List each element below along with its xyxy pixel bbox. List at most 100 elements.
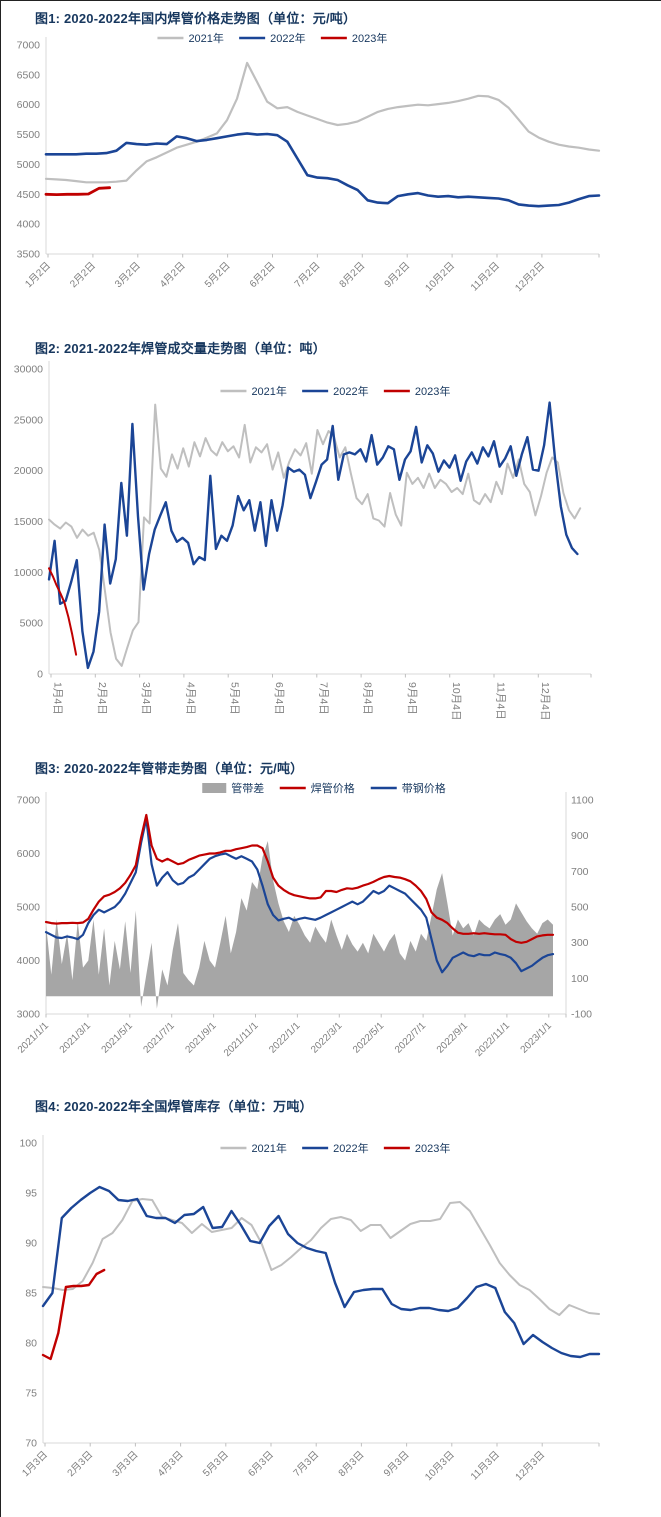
- legend-item: 2022年: [302, 384, 369, 398]
- figure-4-title: 图4: 2020-2022年全国焊管库存（单位：万吨）: [35, 1099, 313, 1114]
- y-axis-tick-label: 4000: [17, 219, 41, 231]
- x-axis-tick-label: 12月4日: [539, 682, 551, 721]
- x-axis-tick-label: 8月3日: [336, 1449, 366, 1479]
- legend-item: 2023年: [383, 384, 450, 398]
- x-axis-tick-label: 10月4日: [450, 682, 462, 721]
- legend-label: 2021年: [251, 1141, 286, 1155]
- x-axis-tick-label: 2022/5/1: [351, 1020, 387, 1056]
- y-axis-right-tick-label: -100: [571, 1009, 592, 1021]
- y-axis-tick-label: 7000: [17, 40, 41, 52]
- x-axis-tick-label: 2021/1/1: [16, 1020, 52, 1056]
- y-axis-tick-label: 5500: [17, 129, 41, 141]
- legend-label: 2023年: [352, 31, 387, 45]
- y-axis-tick-label: 5000: [17, 159, 41, 171]
- x-axis-tick-label: 1月3日: [20, 1449, 50, 1479]
- legend-item: 2022年: [302, 1141, 369, 1155]
- y-axis-tick-label: 100: [19, 1138, 37, 1150]
- x-axis-tick-label: 9月4日: [406, 682, 418, 715]
- y-axis-tick-label: 6000: [17, 99, 41, 111]
- x-axis-tick-label: 2月2日: [68, 260, 98, 290]
- x-axis-tick-label: 6月4日: [273, 682, 285, 715]
- figure-4: 图4: 2020-2022年全国焊管库存（单位：万吨） 70 75 80 85 90 95…: [1, 1093, 661, 1517]
- figure-3: 图3: 2020-2022年管带走势图（单位：元/吨） 3000 4000 5000…: [1, 755, 661, 1093]
- x-axis-tick-label: 2021/7/1: [142, 1020, 178, 1056]
- figure-1: 图1: 2020-2022年国内焊管价格走势图（单位：元/吨） 3500 4000…: [1, 5, 661, 335]
- y-axis-right-tick-label: 900: [571, 830, 589, 842]
- legend-label: 2022年: [333, 384, 368, 398]
- y-axis-right-tick-label: 500: [571, 902, 589, 914]
- legend-label: 2023年: [415, 384, 450, 398]
- y-axis-tick-label: 70: [25, 1438, 37, 1450]
- series-line-2022年: [44, 132, 601, 208]
- series-line-2023年: [44, 186, 111, 197]
- x-axis-tick-label: 2022/9/1: [435, 1020, 471, 1056]
- figure-2: 图2: 2021-2022年焊管成交量走势图（单位：吨） 0 5000 10000 1…: [1, 335, 661, 755]
- x-axis-tick-label: 5月4日: [229, 682, 241, 715]
- legend-item: 带钢价格: [370, 781, 446, 795]
- x-axis-tick-label: 10月2日: [423, 260, 457, 294]
- legend-item: 2021年: [220, 384, 287, 398]
- x-axis-tick-label: 8月4日: [362, 682, 374, 715]
- figure-1-chart: 3500 4000 4500 5000 5500 6000 6500 7000 1月2日 2月2日…: [17, 31, 601, 294]
- y-axis-tick-label: 7000: [17, 795, 41, 807]
- y-axis-tick-label: 6500: [17, 69, 41, 81]
- x-axis-tick-label: 12月2日: [513, 260, 547, 294]
- legend-item: 2021年: [157, 31, 224, 45]
- x-axis-tick-label: 8月2日: [337, 260, 367, 290]
- y-axis-right-tick-label: 1100: [571, 795, 594, 807]
- x-axis-tick-label: 12月3日: [513, 1449, 547, 1483]
- x-axis-tick-label: 4月2日: [157, 260, 187, 290]
- x-axis-tick-label: 2022/1/1: [267, 1020, 303, 1056]
- legend-label: 2021年: [188, 31, 223, 45]
- x-axis-tick-label: 2021/9/1: [183, 1020, 219, 1056]
- y-axis-tick-label: 6000: [17, 848, 41, 860]
- x-axis-tick-label: 2月3日: [65, 1449, 95, 1479]
- y-axis-tick-label: 95: [25, 1188, 37, 1200]
- x-axis-tick-label: 6月3日: [246, 1449, 276, 1479]
- y-axis-tick-label: 5000: [20, 618, 44, 630]
- series-line-2021年: [48, 403, 582, 667]
- series-line-2023年: [48, 567, 78, 656]
- legend-item: 2023年: [383, 1141, 450, 1155]
- figure-2-chart: 0 5000 10000 15000 20000 25000 30000 1月4日 2月4日 3月…: [14, 361, 592, 721]
- figure-2-title: 图2: 2021-2022年焊管成交量走势图（单位：吨）: [35, 341, 326, 356]
- x-axis-tick-label: 7月4日: [317, 682, 329, 715]
- figure-4-chart: 70 75 80 85 90 95 100 1月3日 2月3日 3月3日 4月3日 5月3日 6月3日 7…: [19, 1135, 601, 1483]
- series-line-焊管价格: [44, 813, 555, 944]
- legend-label: 2022年: [333, 1141, 368, 1155]
- legend-item: 焊管价格: [279, 781, 355, 795]
- x-axis-tick-label: 11月2日: [468, 260, 502, 294]
- y-axis-right-tick-label: 700: [571, 866, 589, 878]
- legend-label: 2021年: [251, 384, 286, 398]
- y-axis-tick-label: 80: [25, 1338, 37, 1350]
- y-axis-tick-label: 85: [25, 1288, 37, 1300]
- legend-label: 管带差: [231, 781, 264, 795]
- y-axis-tick-label: 3500: [17, 249, 41, 261]
- y-axis-tick-label: 90: [25, 1238, 37, 1250]
- series-line-2022年: [47, 401, 579, 670]
- x-axis-tick-label: 9月2日: [382, 260, 412, 290]
- legend-label: 焊管价格: [311, 781, 355, 795]
- series-line-带钢价格: [44, 817, 555, 974]
- x-axis-tick-label: 2021/5/1: [100, 1020, 136, 1056]
- x-axis-tick-label: 10月3日: [422, 1449, 456, 1483]
- series-line-2023年: [41, 1268, 106, 1361]
- x-axis-tick-label: 2022/7/1: [393, 1020, 429, 1056]
- series-line-2021年: [44, 61, 601, 184]
- x-axis-tick-label: 11月4日: [495, 682, 507, 720]
- y-axis-tick-label: 4500: [17, 189, 41, 201]
- x-axis-tick-label: 4月4日: [184, 682, 196, 715]
- x-axis-tick-label: 6月2日: [247, 260, 277, 290]
- legend-item: 2021年: [220, 1141, 287, 1155]
- x-axis-tick-label: 5月3日: [200, 1449, 230, 1479]
- y-axis-tick-label: 3000: [17, 1009, 41, 1021]
- series-line-2021年: [42, 1198, 600, 1316]
- x-axis-tick-label: 2022/3/1: [309, 1020, 345, 1056]
- y-axis-tick-label: 10000: [14, 567, 43, 579]
- x-axis-tick-label: 3月4日: [140, 682, 152, 715]
- x-axis-tick-label: 2021/3/1: [58, 1020, 94, 1056]
- y-axis-tick-label: 0: [37, 669, 43, 681]
- x-axis-tick-label: 7月2日: [292, 260, 322, 290]
- x-axis-tick-label: 3月3日: [110, 1449, 140, 1479]
